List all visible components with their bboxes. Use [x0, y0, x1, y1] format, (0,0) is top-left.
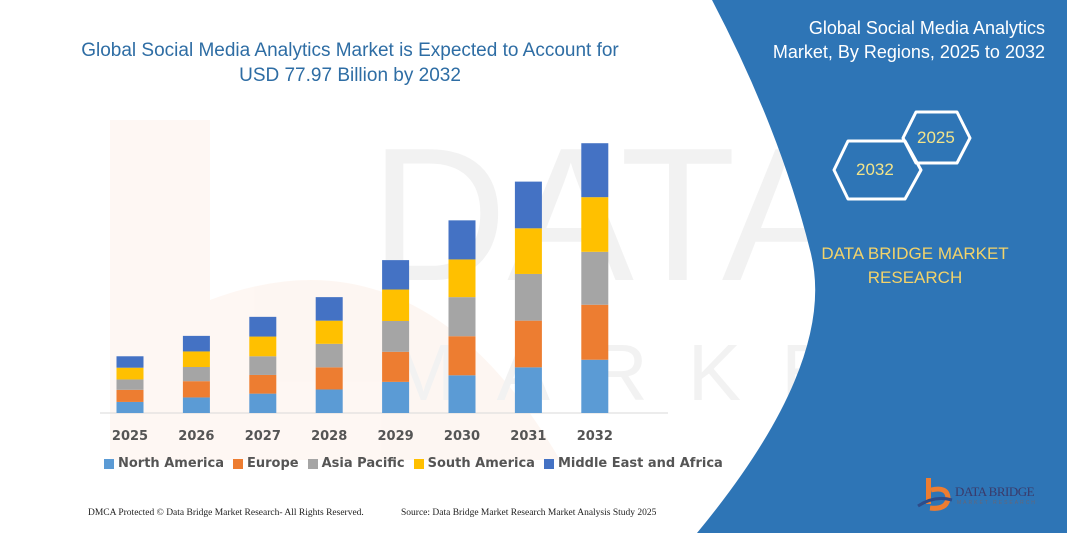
bar-segment-south-america-2030: [448, 259, 476, 298]
legend-swatch: [104, 458, 114, 469]
bar-segment-europe-2028: [315, 367, 343, 390]
x-tick-label: 2028: [311, 429, 347, 444]
legend-item: Asia Pacific: [307, 456, 405, 471]
bar-segment-south-america-2031: [514, 228, 542, 274]
legend-swatch: [543, 458, 554, 469]
x-tick-label: 2025: [112, 429, 148, 444]
bar-segment-europe-2032: [581, 304, 609, 360]
legend-item: North America: [104, 456, 224, 471]
chart-title-line2: USD 77.97 Billion by 2032: [239, 65, 461, 86]
bar-segment-south-america-2029: [382, 289, 410, 321]
bar-segment-north-america-2027: [249, 393, 277, 413]
bar-segment-middle-east-and-africa-2025: [116, 356, 144, 368]
stacked-bar-chart: 2025 2026 2027 2028 2029 2030 2031 2032: [100, 143, 668, 444]
bar-segment-asia-pacific-2027: [249, 356, 277, 375]
bar-segment-south-america-2028: [315, 320, 343, 344]
bar-segment-middle-east-and-africa-2026: [182, 335, 210, 352]
legend-label: South America: [427, 456, 535, 471]
legend: North America Europe Asia Pacific South Ame…: [104, 456, 723, 471]
bar-segment-north-america-2029: [382, 381, 410, 413]
bar-segment-middle-east-and-africa-2029: [382, 260, 410, 290]
bar-segment-middle-east-and-africa-2027: [249, 316, 277, 337]
bar-segment-middle-east-and-africa-2032: [581, 143, 609, 198]
bar-segment-europe-2030: [448, 336, 476, 376]
bar-segment-north-america-2032: [581, 359, 609, 413]
legend-swatch: [307, 458, 318, 469]
legend-label: Middle East and Africa: [557, 456, 723, 471]
side-panel: [697, 0, 1067, 533]
logo-subtext: MARKET RESEARCH: [957, 500, 1037, 506]
x-tick-label: 2030: [444, 429, 480, 444]
bar-segment-asia-pacific-2028: [315, 343, 343, 368]
x-tick-label: 2026: [178, 429, 214, 444]
bar-segment-north-america-2031: [514, 367, 542, 413]
legend-item: Middle East and Africa: [543, 456, 723, 471]
bar-segment-asia-pacific-2029: [382, 320, 410, 352]
x-tick-label: 2029: [378, 429, 414, 444]
legend-swatch: [413, 458, 424, 469]
bar-segment-asia-pacific-2026: [182, 366, 210, 382]
side-panel-title: Global Social Media Analytics Market, By…: [745, 16, 1045, 64]
bar-segment-europe-2025: [116, 389, 144, 402]
legend-swatch: [233, 458, 243, 469]
bar-segment-asia-pacific-2030: [448, 297, 476, 337]
hexagon-2025: [901, 110, 972, 165]
bar-segment-middle-east-and-africa-2028: [315, 297, 343, 321]
bar-segment-north-america-2026: [182, 397, 210, 413]
chart-title: Global Social Media Analytics Market is …: [60, 38, 640, 88]
footer-copyright: DMCA Protected © Data Bridge Market Rese…: [88, 508, 364, 518]
side-title-line2: Market, By Regions, 2025 to 2032: [772, 42, 1045, 62]
bar-segment-middle-east-and-africa-2030: [448, 220, 476, 260]
x-tick-label: 2032: [577, 429, 613, 444]
bar-segment-europe-2026: [182, 381, 210, 398]
x-tick-label: 2031: [510, 429, 546, 444]
hex-label-2032: 2032: [856, 160, 894, 179]
legend-label: Europe: [247, 456, 299, 471]
bar-segment-south-america-2026: [182, 351, 210, 367]
legend-label: Asia Pacific: [321, 456, 405, 471]
bar-segment-middle-east-and-africa-2031: [514, 181, 542, 229]
bar-segment-asia-pacific-2025: [116, 379, 144, 390]
legend-item: South America: [413, 456, 535, 471]
legend-label: North America: [118, 456, 224, 471]
bar-segment-europe-2031: [514, 320, 542, 368]
logo-text: DATA BRIDGE: [955, 484, 1035, 499]
bar-segment-north-america-2030: [448, 375, 476, 413]
bar-segment-asia-pacific-2031: [514, 273, 542, 321]
x-tick-label: 2027: [245, 429, 281, 444]
bar-segment-south-america-2027: [249, 336, 277, 357]
bar-segment-north-america-2028: [315, 389, 343, 413]
side-title-line1: Global Social Media Analytics: [808, 18, 1045, 38]
bar-segment-asia-pacific-2032: [581, 251, 609, 305]
bar-segment-north-america-2025: [116, 401, 144, 413]
brand-line1: DATA BRIDGE MARKET: [821, 244, 1009, 263]
brand-text: DATA BRIDGE MARKET RESEARCH: [800, 242, 1030, 290]
hex-label-2025: 2025: [917, 128, 955, 147]
footer-source: Source: Data Bridge Market Research Mark…: [401, 508, 657, 518]
bar-segment-europe-2027: [249, 374, 277, 394]
legend-item: Europe: [233, 456, 299, 471]
bar-segment-south-america-2032: [581, 197, 609, 252]
chart-title-line1: Global Social Media Analytics Market is …: [81, 40, 619, 61]
brand-line2: RESEARCH: [867, 268, 963, 287]
data-bridge-logo: [917, 478, 953, 511]
bar-segment-south-america-2025: [116, 367, 144, 380]
bar-segment-europe-2029: [382, 351, 410, 382]
